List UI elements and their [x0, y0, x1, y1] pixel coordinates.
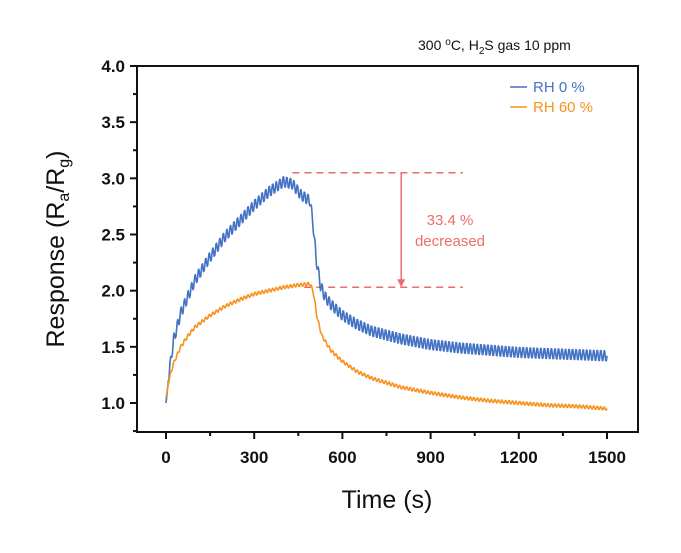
axis-ticks — [130, 65, 608, 439]
legend-label-rh60: RH 60 % — [533, 99, 593, 116]
annotation-arrow-head — [397, 279, 406, 288]
condition-label: 300 oC, H2S gas 10 ppm — [418, 37, 571, 57]
legend-label-rh0: RH 0 % — [533, 79, 585, 96]
legend: RH 0 % RH 60 % — [510, 79, 593, 116]
annotation-percent: 33.4 % — [427, 212, 474, 229]
y-tick-label: 3.0 — [101, 169, 125, 188]
y-tick-label: 2.5 — [101, 226, 125, 245]
y-tick-label: 2.0 — [101, 282, 125, 301]
axis-tick-labels: 0 300 600 900 1200 1500 1.0 1.5 2.0 2.5 3.0 3.5 4.0 — [101, 57, 626, 467]
y-tick-label: 4.0 — [101, 57, 125, 76]
x-tick-label: 1200 — [500, 448, 538, 467]
y-axis-title: Response (Ra/Rg) — [42, 150, 73, 347]
x-tick-label: 600 — [328, 448, 356, 467]
series-line-rh0 — [165, 176, 608, 404]
x-tick-label: 1500 — [588, 448, 626, 467]
x-axis-title: Time (s) — [342, 486, 433, 514]
data-series — [165, 176, 608, 411]
x-tick-label: 900 — [416, 448, 444, 467]
x-tick-label: 300 — [240, 448, 268, 467]
x-tick-label: 0 — [161, 448, 170, 467]
y-tick-label: 1.0 — [101, 394, 125, 413]
annotation-decreased: decreased — [415, 233, 485, 250]
y-tick-label: 1.5 — [101, 338, 125, 357]
y-tick-label: 3.5 — [101, 113, 125, 132]
series-line-rh60 — [165, 281, 608, 411]
decrease-annotation — [292, 171, 463, 289]
